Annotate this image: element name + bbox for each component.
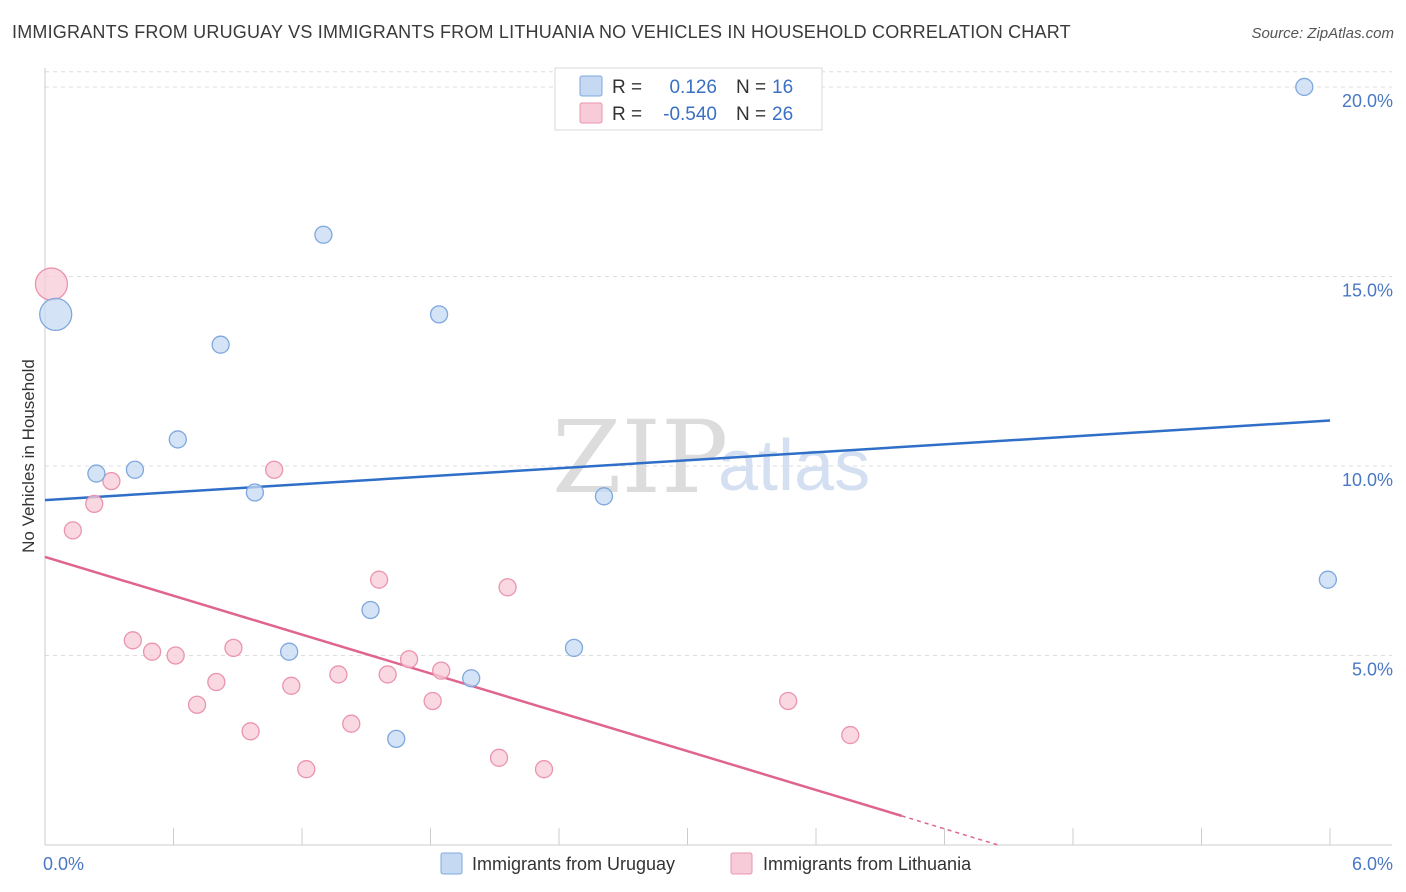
uruguay-point bbox=[594, 487, 614, 506]
lithuania-point bbox=[34, 267, 69, 301]
lithuania-point bbox=[63, 521, 82, 540]
lithuania-point bbox=[123, 631, 142, 650]
uruguay-point bbox=[168, 430, 187, 449]
y-axis-label: No Vehicles in Household bbox=[19, 359, 38, 553]
lithuania-point bbox=[399, 650, 419, 669]
legend-r-value-uruguay: 0.126 bbox=[669, 77, 717, 98]
y-tick-label: 20.0% bbox=[1342, 91, 1393, 111]
chart-source: Source: ZipAtlas.com bbox=[1251, 25, 1394, 42]
series-legend-label-lithuania: Immigrants from Lithuania bbox=[763, 854, 972, 874]
legend-n-value-lithuania: 26 bbox=[772, 104, 793, 125]
lithuania-point bbox=[241, 722, 260, 741]
x-tick-label: 0.0% bbox=[43, 854, 84, 874]
uruguay-point bbox=[1295, 77, 1314, 97]
lithuania-point bbox=[779, 691, 798, 711]
uruguay-point bbox=[1318, 570, 1338, 589]
lithuania-point bbox=[498, 578, 517, 597]
x-tick-labels: 0.0% 6.0% bbox=[43, 854, 1393, 874]
x-tick-label: 6.0% bbox=[1352, 854, 1393, 874]
data-points bbox=[34, 77, 1338, 779]
lithuania-point bbox=[534, 760, 554, 779]
uruguay-point bbox=[87, 464, 106, 483]
lithuania-point bbox=[207, 672, 226, 692]
series-legend: Immigrants from Uruguay Immigrants from … bbox=[440, 852, 972, 875]
lithuania-point bbox=[282, 676, 301, 695]
legend: R = 0.126 N = 16 R = -0.540 N = 26 bbox=[554, 67, 823, 131]
axes bbox=[44, 68, 1392, 846]
series-legend-swatch-uruguay bbox=[440, 852, 463, 875]
lithuania-point bbox=[432, 661, 451, 680]
uruguay-point bbox=[361, 600, 380, 620]
lithuania-point bbox=[378, 665, 397, 684]
uruguay-point bbox=[211, 335, 230, 354]
lithuania-point bbox=[142, 642, 162, 661]
legend-r-value-lithuania: -0.540 bbox=[663, 104, 717, 125]
uruguay-point bbox=[314, 225, 333, 244]
legend-r-label-lithuania: R = bbox=[612, 104, 642, 125]
series-legend-label-uruguay: Immigrants from Uruguay bbox=[472, 854, 675, 874]
y-tick-labels: 5.0% 10.0% 15.0% 20.0% bbox=[1342, 91, 1393, 680]
legend-n-value-uruguay: 16 bbox=[772, 77, 793, 98]
lithuania-point bbox=[187, 695, 207, 714]
legend-swatch-lithuania bbox=[579, 102, 603, 124]
y-tick-label: 15.0% bbox=[1342, 280, 1393, 300]
lithuania-point bbox=[297, 760, 316, 779]
uruguay-point bbox=[387, 729, 406, 749]
lithuania-point bbox=[329, 665, 348, 684]
legend-r-label-uruguay: R = bbox=[612, 77, 642, 98]
uruguay-point bbox=[125, 460, 145, 479]
lithuania-point bbox=[166, 646, 185, 665]
uruguay-point bbox=[429, 305, 449, 324]
lithuania-trend-extension bbox=[901, 815, 999, 846]
legend-n-label-lithuania: N = bbox=[736, 104, 766, 125]
chart-title: IMMIGRANTS FROM URUGUAY VS IMMIGRANTS FR… bbox=[12, 22, 1071, 42]
lithuania-point bbox=[423, 691, 442, 711]
lithuania-point bbox=[265, 460, 284, 479]
series-legend-swatch-lithuania bbox=[730, 852, 753, 875]
lithuania-point bbox=[224, 638, 243, 658]
uruguay-point bbox=[279, 642, 299, 661]
y-tick-label: 10.0% bbox=[1342, 470, 1393, 490]
grid-lines bbox=[45, 71, 1392, 656]
legend-swatch-uruguay bbox=[579, 75, 603, 97]
lithuania-point bbox=[342, 714, 361, 733]
y-tick-label: 5.0% bbox=[1352, 659, 1393, 679]
lithuania-point bbox=[841, 725, 860, 745]
lithuania-point bbox=[489, 748, 509, 767]
uruguay-point bbox=[39, 297, 73, 332]
lithuania-point bbox=[85, 494, 104, 514]
legend-n-label-uruguay: N = bbox=[736, 77, 766, 98]
lithuania-point bbox=[102, 471, 121, 491]
uruguay-point bbox=[245, 483, 265, 502]
watermark-zip: ZIP bbox=[552, 399, 728, 516]
uruguay-point bbox=[564, 638, 584, 658]
uruguay-point bbox=[462, 669, 481, 688]
lithuania-point bbox=[369, 570, 389, 589]
